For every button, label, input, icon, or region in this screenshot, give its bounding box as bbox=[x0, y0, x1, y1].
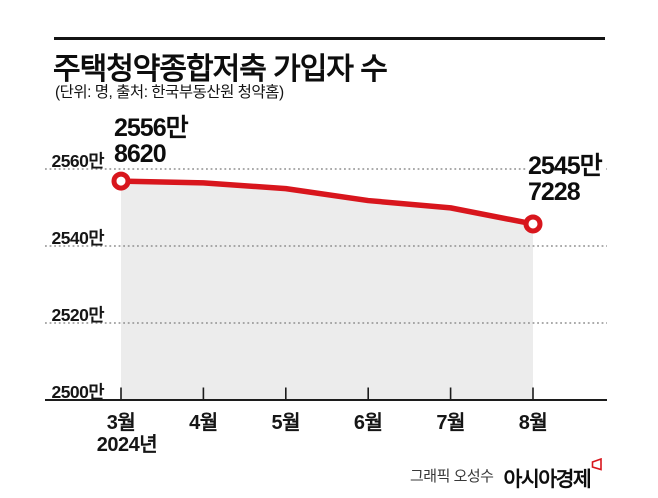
y-axis-label: 2560만 bbox=[51, 150, 104, 171]
end-point-label: 2545만 7228 bbox=[526, 152, 604, 206]
x-axis-label: 4월 bbox=[189, 412, 218, 434]
x-axis-label: 6월 bbox=[353, 412, 383, 434]
graphic-credit: 그래픽 오성수 bbox=[410, 468, 494, 485]
start-point-label-line1: 2556만 bbox=[114, 114, 189, 142]
x-axis-label: 7월 bbox=[436, 412, 465, 434]
chart-subtitle: (단위: 명, 출처: 한국부동산원 청약홈) bbox=[55, 84, 284, 101]
y-axis-label: 2540만 bbox=[51, 227, 104, 248]
x-axis-label: 8월 bbox=[518, 412, 548, 434]
series-line bbox=[118, 178, 536, 227]
header-rule bbox=[54, 37, 605, 40]
brand-logo-text: 아시아경제 bbox=[503, 468, 591, 491]
start-point-label: 2556만 8620 bbox=[112, 114, 190, 168]
brand-flag-icon bbox=[591, 458, 603, 471]
x-axis-label: 5월 bbox=[271, 412, 301, 434]
end-point-label-line1: 2545만 bbox=[528, 152, 603, 180]
y-axis-label: 2520만 bbox=[51, 304, 104, 325]
end-point-label-line2: 7228 bbox=[528, 177, 581, 206]
x-axis-label: 3월 bbox=[106, 412, 136, 434]
series-area-fill bbox=[121, 181, 533, 399]
page-title: 주택청약종합저축 가입자 수 bbox=[53, 53, 388, 86]
x-axis-year-label: 2024년 bbox=[96, 434, 158, 456]
y-axis-label: 2500만 bbox=[51, 381, 104, 402]
data-point-marker bbox=[111, 171, 131, 191]
data-point-marker bbox=[523, 214, 543, 234]
start-point-label-line2: 8620 bbox=[114, 139, 167, 168]
footer: 그래픽 오성수 아시아경제 bbox=[410, 458, 603, 492]
